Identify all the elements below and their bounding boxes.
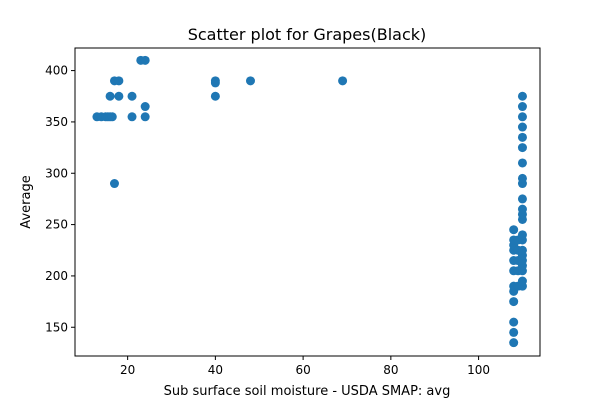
- x-tick-label: 60: [295, 363, 310, 377]
- data-point: [509, 297, 519, 307]
- x-tick-label: 40: [208, 363, 223, 377]
- x-tick-label: 80: [383, 363, 398, 377]
- data-point: [114, 91, 124, 101]
- data-point: [210, 91, 220, 101]
- x-axis-ticks: 20 40 60 80 100: [120, 356, 490, 377]
- data-point: [509, 327, 519, 337]
- data-point: [517, 173, 527, 183]
- data-point: [517, 276, 527, 286]
- y-axis-label: Average: [19, 175, 34, 228]
- y-tick-label: 200: [45, 269, 68, 283]
- data-point: [517, 132, 527, 142]
- data-point: [517, 122, 527, 132]
- data-point: [140, 112, 150, 122]
- data-point: [338, 76, 348, 86]
- y-tick-label: 400: [45, 64, 68, 78]
- y-tick-label: 300: [45, 166, 68, 180]
- data-point: [127, 112, 137, 122]
- chart-title: Scatter plot for Grapes(Black): [188, 25, 427, 44]
- y-tick-label: 350: [45, 115, 68, 129]
- data-point: [509, 225, 519, 235]
- data-point: [517, 245, 527, 255]
- data-point: [517, 230, 527, 240]
- x-tick-label: 20: [120, 363, 135, 377]
- data-point: [245, 76, 255, 86]
- data-point: [517, 194, 527, 204]
- y-tick-label: 250: [45, 218, 68, 232]
- data-point: [517, 91, 527, 101]
- x-axis-label: Sub surface soil moisture - USDA SMAP: a…: [164, 384, 451, 399]
- data-point: [109, 179, 119, 189]
- data-point: [105, 91, 115, 101]
- data-point: [509, 338, 519, 348]
- x-tick-label: 100: [467, 363, 490, 377]
- data-point: [140, 55, 150, 65]
- axes-frame: [74, 47, 541, 357]
- data-point: [517, 102, 527, 112]
- data-point: [517, 158, 527, 168]
- data-point: [114, 76, 124, 86]
- data-point: [127, 91, 137, 101]
- data-point: [210, 78, 220, 88]
- data-point: [107, 112, 117, 122]
- y-tick-label: 150: [45, 320, 68, 334]
- data-point: [517, 204, 527, 214]
- data-point: [517, 112, 527, 122]
- data-point: [509, 317, 519, 327]
- data-point: [517, 143, 527, 153]
- data-point: [140, 102, 150, 112]
- data-points: [92, 55, 527, 348]
- y-axis-ticks: 150 200 250 300 350 400: [45, 64, 75, 334]
